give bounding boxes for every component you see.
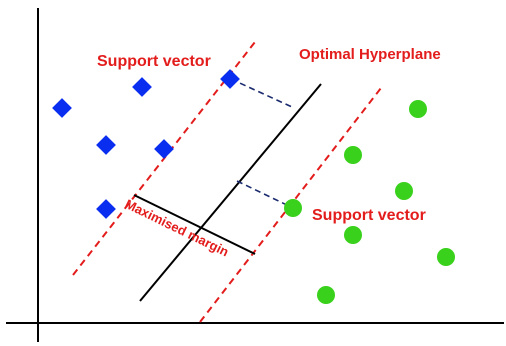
- support-vector-label-bottom: Support vector: [312, 207, 426, 224]
- class-a-points: [52, 69, 240, 219]
- green-circle-icon: [409, 100, 427, 118]
- margin-width-indicator: [133, 194, 256, 255]
- optimal-hyperplane-line: [139, 83, 322, 302]
- green-circle-icon: [395, 182, 413, 200]
- blue-diamond-icon: [220, 69, 240, 89]
- blue-diamond-icon: [132, 77, 152, 97]
- margin-label: Maximised margin: [123, 196, 232, 259]
- optimal-hyperplane-label: Optimal Hyperplane: [299, 46, 441, 63]
- support-vector-label-top: Support vector: [97, 53, 211, 70]
- blue-diamond-icon: [96, 199, 116, 219]
- green-circle-icon: [317, 286, 335, 304]
- class-b-points: [284, 100, 455, 304]
- blue-diamond-icon: [52, 98, 72, 118]
- green-circle-icon: [344, 226, 362, 244]
- blue-diamond-icon: [96, 135, 116, 155]
- green-circle-icon: [284, 199, 302, 217]
- support-vector-connector-top: [230, 78, 293, 108]
- support-vector-connector-bottom: [236, 180, 292, 208]
- green-circle-icon: [344, 146, 362, 164]
- blue-diamond-icon: [154, 139, 174, 159]
- green-circle-icon: [437, 248, 455, 266]
